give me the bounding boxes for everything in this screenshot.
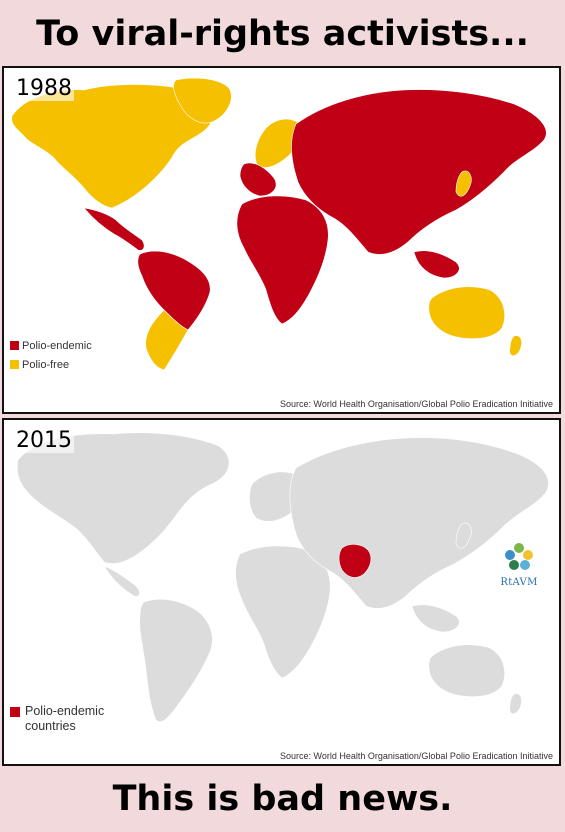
world-map-2015 bbox=[16, 432, 549, 722]
map-panel-1988: 1988 Polio-endemic Polio-free Source: Wo… bbox=[2, 66, 561, 414]
logo-text: RtAVM bbox=[500, 577, 538, 588]
australia-region bbox=[428, 644, 505, 697]
legend-label: Polio-endemic countries bbox=[25, 704, 105, 733]
footer-caption: This is bad news. bbox=[112, 779, 453, 819]
source-note-2015: Source: World Health Organisation/Global… bbox=[280, 751, 553, 761]
header-title: To viral-rights activists... bbox=[36, 14, 529, 54]
north-america-region bbox=[11, 84, 213, 209]
afghanistan-pakistan-region bbox=[338, 544, 372, 578]
year-label-2015: 2015 bbox=[14, 428, 74, 453]
free-swatch bbox=[10, 360, 19, 369]
south-america-region bbox=[139, 598, 213, 722]
south-america-free bbox=[145, 309, 189, 371]
rtavm-logo-icon: RtAVM bbox=[497, 542, 541, 588]
world-map-1988 bbox=[11, 77, 547, 371]
south-america-endemic bbox=[137, 250, 211, 331]
europe-free bbox=[254, 118, 302, 168]
asia-region bbox=[291, 89, 547, 255]
endemic-swatch bbox=[10, 341, 19, 350]
source-note-1988: Source: World Health Organisation/Global… bbox=[280, 399, 553, 409]
legend-1988: Polio-endemic Polio-free bbox=[10, 336, 92, 374]
endemic-swatch bbox=[10, 707, 20, 717]
europe-endemic bbox=[239, 162, 277, 197]
central-america-region bbox=[83, 207, 145, 251]
legend-item: Polio-free bbox=[10, 355, 92, 374]
legend-2015: Polio-endemic countries bbox=[10, 704, 135, 734]
legend-label: Polio-endemic bbox=[22, 339, 92, 352]
africa-region bbox=[235, 545, 331, 679]
australia-region bbox=[428, 286, 505, 339]
logo-mark bbox=[505, 543, 533, 570]
north-america-region bbox=[16, 432, 230, 564]
year-label-1988: 1988 bbox=[14, 76, 74, 101]
africa-region bbox=[236, 195, 329, 325]
legend-label: Polio-free bbox=[22, 358, 70, 371]
legend-item: Polio-endemic bbox=[10, 336, 92, 355]
map-panel-2015: 2015 RtAVM Polio-endemic countries Sourc… bbox=[2, 418, 561, 766]
legend-item: Polio-endemic countries bbox=[10, 704, 135, 734]
